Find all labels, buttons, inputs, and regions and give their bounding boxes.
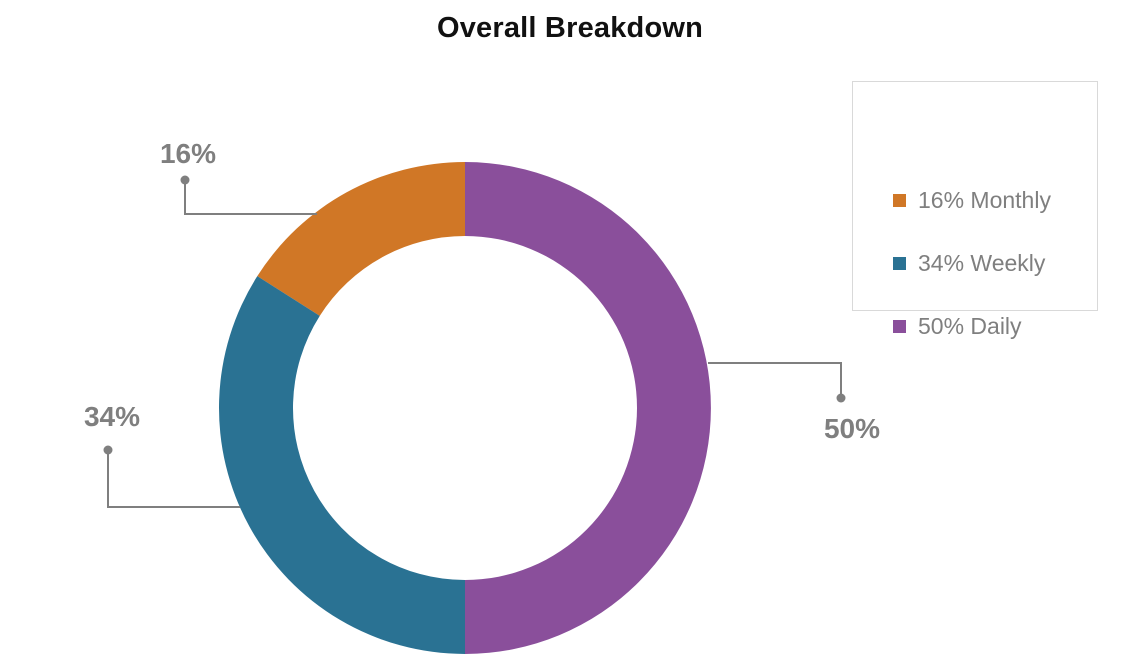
legend-item-weekly: 34% Weekly (893, 248, 1045, 278)
slice-weekly (218, 276, 465, 654)
leader-line-weekly (107, 450, 240, 508)
legend-label-weekly: 34% Weekly (918, 249, 1046, 276)
slices-layer (218, 162, 711, 654)
data-label-daily: 50% (824, 413, 880, 444)
leader-dot-weekly (103, 445, 113, 455)
legend-swatch-daily (893, 319, 906, 333)
leader-lines-layer (103, 175, 846, 508)
leader-line-daily (708, 362, 842, 398)
slice-daily (465, 162, 711, 654)
chart-title: Overall Breakdown (436, 12, 704, 44)
legend-label-daily: 50% Daily (918, 312, 1022, 339)
data-label-monthly: 16% (160, 138, 216, 169)
legend-swatch-monthly (893, 193, 906, 207)
legend-item-monthly: 16% Monthly (893, 185, 1051, 215)
leader-dot-monthly (180, 175, 190, 185)
leader-line-monthly (184, 180, 317, 215)
leader-dot-daily (836, 393, 846, 403)
legend-swatch-weekly (893, 256, 906, 270)
data-labels-layer: 16% 34% 50% (84, 138, 880, 444)
legend: 16% Monthly 34% Weekly 50% Daily (852, 81, 1098, 339)
slice-monthly (257, 162, 465, 316)
legend-label-monthly: 16% Monthly (918, 186, 1051, 213)
legend-item-daily: 50% Daily (893, 311, 1022, 341)
data-label-weekly: 34% (84, 401, 140, 432)
